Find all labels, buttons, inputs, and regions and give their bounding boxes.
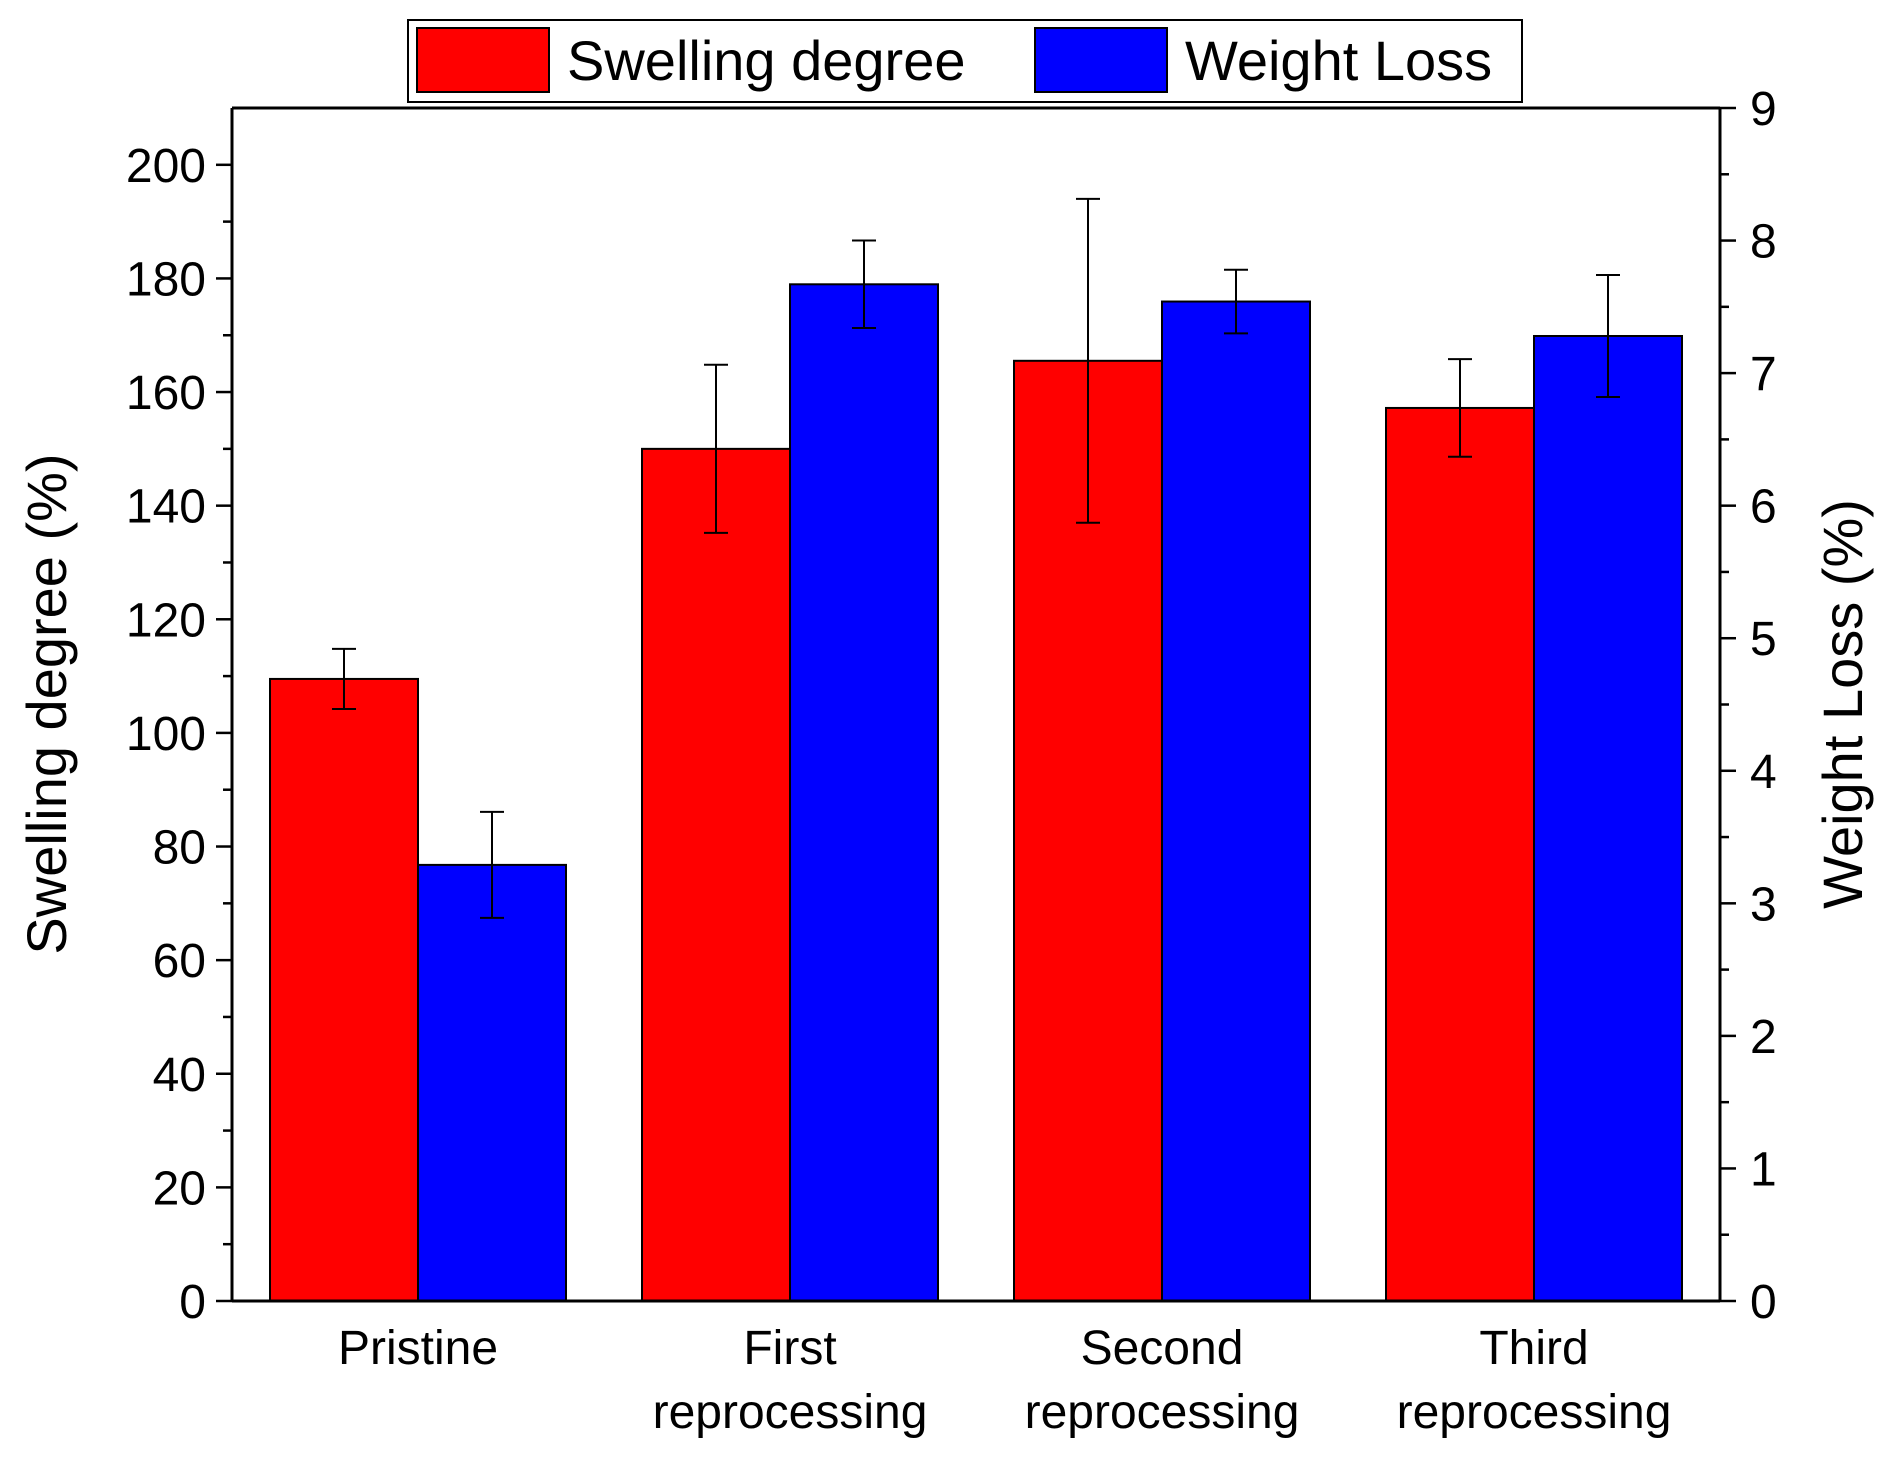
right-tick-label: 8	[1750, 216, 1777, 269]
right-tick-label: 3	[1750, 878, 1777, 931]
error-bar-swelling-degree-third-reprocessing	[1448, 358, 1472, 458]
left-tick-label: 60	[153, 935, 206, 988]
right-tick-label: 6	[1750, 481, 1777, 534]
error-bars-group	[332, 197, 1620, 919]
right-tick-label: 5	[1750, 613, 1777, 666]
bar-weight-loss-second-reprocessing	[1161, 300, 1311, 1302]
right-tick-label: 4	[1750, 746, 1777, 799]
bar-swelling-degree-pristine	[269, 677, 419, 1302]
bar-weight-loss-third-reprocessing	[1533, 334, 1683, 1302]
bars-group	[269, 283, 1683, 1303]
left-tick-label: 160	[126, 367, 206, 420]
bar-weight-loss-first-reprocessing	[789, 283, 939, 1302]
right-tick-label: 1	[1750, 1143, 1777, 1196]
right-tick-label: 2	[1750, 1011, 1777, 1064]
y-axis-title-right: Weight Loss (%)	[1811, 499, 1874, 909]
bar-swelling-degree-first-reprocessing	[641, 447, 791, 1303]
legend-swatch-swelling-degree	[416, 27, 550, 93]
left-tick-label: 0	[179, 1276, 206, 1329]
bar-weight-loss-pristine	[417, 863, 567, 1302]
right-tick-label: 0	[1750, 1276, 1777, 1329]
right-axis-ticks: 0 1 2 3 4 5 6 7 8 9	[1720, 83, 1777, 1329]
left-tick-label: 200	[126, 140, 206, 193]
error-bar-weight-loss-pristine	[480, 810, 504, 919]
category-label-pristine: Pristine	[338, 1322, 498, 1375]
error-bar-weight-loss-second-reprocessing	[1224, 268, 1248, 335]
left-axis-ticks: 0 20 40 60 80 100 120 140 160 180 200	[126, 140, 232, 1329]
category-labels: Pristine First reprocessing Second reprocess…	[338, 1322, 1671, 1439]
left-tick-label: 40	[153, 1049, 206, 1102]
left-tick-label: 80	[153, 822, 206, 875]
legend-swatch-weight-loss	[1034, 27, 1168, 93]
error-bar-swelling-degree-second-reprocessing	[1076, 197, 1100, 524]
category-label-third-reprocessing-line-1: Third	[1479, 1322, 1588, 1375]
error-bar-weight-loss-first-reprocessing	[852, 239, 876, 330]
category-label-first-reprocessing-line-2: reprocessing	[653, 1386, 928, 1439]
category-label-second-reprocessing-line-2: reprocessing	[1025, 1386, 1300, 1439]
category-label-third-reprocessing-line-2: reprocessing	[1397, 1386, 1672, 1439]
left-tick-label: 100	[126, 708, 206, 761]
right-tick-label: 7	[1750, 348, 1777, 401]
y-axis-title-left: Swelling degree (%)	[15, 453, 78, 954]
left-tick-label: 140	[126, 481, 206, 534]
legend: Swelling degree Weight Loss	[407, 19, 1523, 103]
legend-frame	[407, 19, 1523, 103]
left-tick-label: 180	[126, 253, 206, 306]
category-label-first-reprocessing-line-1: First	[743, 1322, 836, 1375]
right-tick-label: 9	[1750, 83, 1777, 136]
legend-label-weight-loss: Weight Loss	[1185, 29, 1492, 92]
error-bar-swelling-degree-first-reprocessing	[704, 363, 728, 534]
bar-swelling-degree-third-reprocessing	[1385, 406, 1535, 1302]
category-label-second-reprocessing-line-1: Second	[1081, 1322, 1244, 1375]
left-tick-label: 20	[153, 1162, 206, 1215]
left-tick-label: 120	[126, 594, 206, 647]
error-bar-swelling-degree-pristine	[332, 647, 356, 711]
error-bar-weight-loss-third-reprocessing	[1596, 274, 1620, 398]
legend-label-swelling-degree: Swelling degree	[567, 29, 965, 92]
